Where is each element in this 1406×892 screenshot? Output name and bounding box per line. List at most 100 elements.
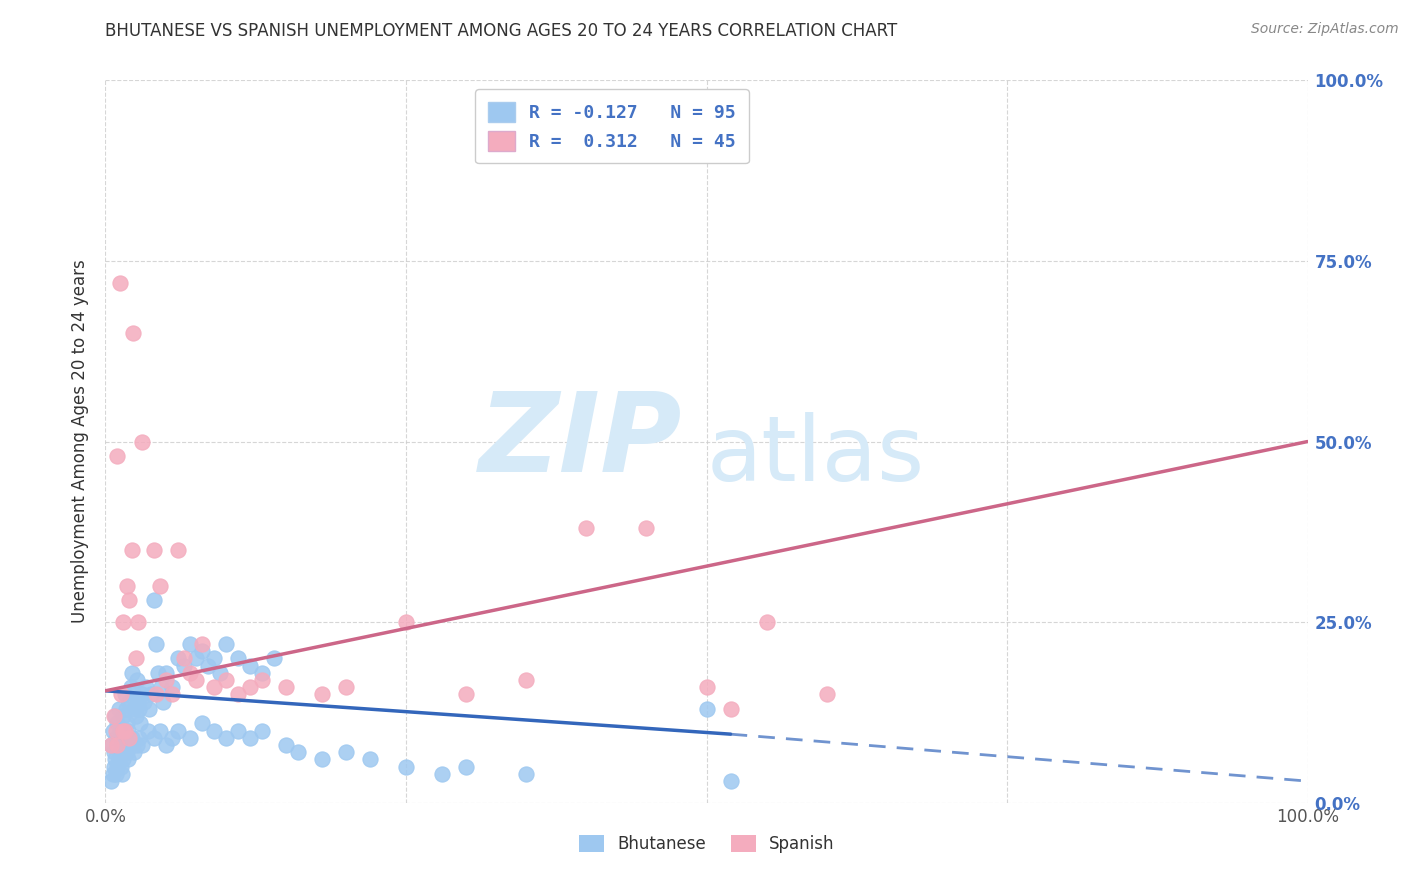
Point	[136, 723, 159, 738]
Point	[515, 673, 537, 687]
Point	[454, 760, 477, 774]
Point	[148, 579, 170, 593]
Point	[214, 637, 236, 651]
Point	[454, 687, 477, 701]
Point	[173, 651, 195, 665]
Point	[114, 723, 136, 738]
Point	[166, 542, 188, 557]
Point	[103, 745, 125, 759]
Y-axis label: Unemployment Among Ages 20 to 24 years: Unemployment Among Ages 20 to 24 years	[72, 260, 90, 624]
Point	[105, 731, 128, 745]
Point	[127, 695, 149, 709]
Point	[155, 738, 177, 752]
Point	[107, 702, 129, 716]
Point	[125, 738, 148, 752]
Point	[274, 738, 297, 752]
Point	[190, 637, 212, 651]
Point	[100, 738, 122, 752]
Point	[110, 760, 132, 774]
Point	[115, 745, 138, 759]
Point	[121, 731, 143, 745]
Point	[430, 767, 453, 781]
Point	[129, 716, 152, 731]
Point	[179, 731, 201, 745]
Point	[101, 767, 124, 781]
Point	[118, 731, 141, 745]
Point	[108, 276, 131, 290]
Point	[179, 637, 201, 651]
Point	[395, 760, 418, 774]
Point	[202, 680, 225, 694]
Point	[128, 702, 150, 716]
Point	[208, 665, 231, 680]
Point	[184, 673, 207, 687]
Point	[575, 521, 598, 535]
Point	[121, 665, 143, 680]
Point	[239, 658, 262, 673]
Point	[112, 752, 135, 766]
Point	[226, 687, 249, 701]
Point	[696, 702, 718, 716]
Point	[118, 695, 141, 709]
Point	[226, 723, 249, 738]
Point	[131, 738, 153, 752]
Point	[250, 723, 273, 738]
Point	[142, 593, 165, 607]
Point	[139, 687, 162, 701]
Point	[105, 723, 128, 738]
Text: BHUTANESE VS SPANISH UNEMPLOYMENT AMONG AGES 20 TO 24 YEARS CORRELATION CHART: BHUTANESE VS SPANISH UNEMPLOYMENT AMONG …	[105, 22, 897, 40]
Point	[214, 731, 236, 745]
Point	[142, 542, 165, 557]
Point	[125, 673, 148, 687]
Point	[114, 687, 136, 701]
Point	[115, 738, 138, 752]
Point	[115, 702, 138, 716]
Point	[274, 680, 297, 694]
Text: ZIP: ZIP	[479, 388, 682, 495]
Point	[214, 673, 236, 687]
Point	[335, 745, 357, 759]
Point	[250, 665, 273, 680]
Point	[152, 695, 174, 709]
Point	[120, 680, 142, 694]
Point	[103, 760, 125, 774]
Point	[118, 738, 141, 752]
Point	[755, 615, 778, 630]
Point	[145, 637, 167, 651]
Point	[149, 680, 172, 694]
Point	[108, 745, 131, 759]
Point	[142, 731, 165, 745]
Point	[311, 752, 333, 766]
Point	[160, 680, 183, 694]
Point	[132, 695, 155, 709]
Point	[110, 687, 132, 701]
Point	[359, 752, 381, 766]
Point	[160, 731, 183, 745]
Point	[107, 760, 129, 774]
Point	[395, 615, 418, 630]
Point	[110, 731, 132, 745]
Text: Source: ZipAtlas.com: Source: ZipAtlas.com	[1251, 22, 1399, 37]
Point	[114, 745, 136, 759]
Point	[166, 651, 188, 665]
Point	[145, 687, 167, 701]
Text: atlas: atlas	[707, 412, 925, 500]
Point	[636, 521, 658, 535]
Point	[118, 593, 141, 607]
Point	[122, 687, 145, 701]
Point	[115, 716, 138, 731]
Point	[107, 752, 129, 766]
Point	[250, 673, 273, 687]
Point	[124, 709, 146, 723]
Point	[122, 326, 145, 341]
Point	[107, 449, 129, 463]
Point	[815, 687, 838, 701]
Point	[155, 665, 177, 680]
Point	[138, 702, 160, 716]
Point	[720, 702, 742, 716]
Point	[131, 434, 153, 449]
Point	[108, 723, 131, 738]
Point	[112, 615, 135, 630]
Point	[111, 767, 134, 781]
Point	[112, 723, 135, 738]
